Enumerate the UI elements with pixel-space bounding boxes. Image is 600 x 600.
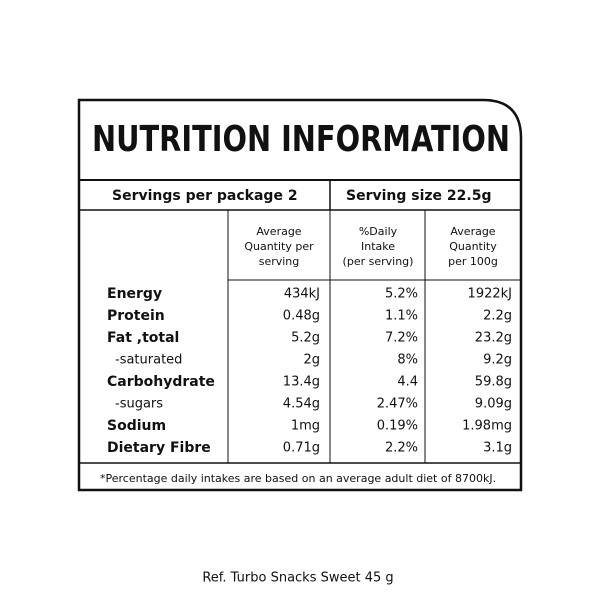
column-header: Quantity [449, 240, 497, 253]
nutrient-label: -saturated [115, 353, 182, 368]
nutrient-value: 434kJ [284, 287, 320, 302]
nutrient-value: 5.2g [291, 331, 320, 346]
column-header: serving [259, 255, 300, 268]
nutrient-value: 9.09g [475, 397, 512, 412]
nutrient-value: 4.4 [397, 375, 418, 390]
nutrient-value: 2g [303, 353, 320, 368]
nutrient-value: 1mg [291, 419, 320, 434]
nutrient-label: Protein [107, 308, 165, 324]
caption: Ref. Turbo Snacks Sweet 45 g [202, 571, 393, 586]
title: NUTRITION INFORMATION [92, 119, 510, 160]
nutrient-value: 3.1g [483, 441, 512, 456]
nutrient-value: 1922kJ [468, 287, 512, 302]
nutrient-label: Carbohydrate [107, 374, 215, 390]
column-header: Quantity per [244, 240, 314, 253]
nutrient-label: -sugars [115, 397, 163, 412]
servings-per-package: Servings per package 2 [112, 188, 298, 204]
nutrient-value: 2.2g [483, 309, 512, 324]
nutrient-value: 2.2% [385, 441, 418, 456]
column-header: Intake [361, 240, 395, 253]
nutrient-value: 9.2g [483, 353, 512, 368]
nutrient-value: 13.4g [283, 375, 320, 390]
column-header: Average [450, 225, 495, 238]
nutrient-value: 8% [397, 353, 418, 368]
nutrient-value: 2.47% [377, 397, 418, 412]
nutrient-value: 5.2% [385, 287, 418, 302]
nutrient-value: 23.2g [475, 331, 512, 346]
nutrient-value: 0.48g [283, 309, 320, 324]
nutrient-label: Sodium [107, 418, 166, 434]
serving-size: Serving size 22.5g [346, 188, 491, 204]
nutrient-value: 7.2% [385, 331, 418, 346]
label-border [77, 98, 523, 492]
nutrient-value: 0.19% [377, 419, 418, 434]
column-header: %Daily [359, 225, 398, 238]
nutrient-value: 1.98mg [462, 419, 512, 434]
column-header: Average [256, 225, 301, 238]
nutrient-label: Fat ,total [107, 330, 179, 346]
column-header: (per serving) [343, 255, 414, 268]
nutrient-value: 59.8g [475, 375, 512, 390]
nutrient-value: 1.1% [385, 309, 418, 324]
footnote: *Percentage daily intakes are based on a… [100, 472, 496, 485]
column-header: per 100g [448, 255, 498, 268]
nutrient-label: Energy [107, 286, 162, 302]
nutrient-value: 4.54g [283, 397, 320, 412]
nutrient-value: 0.71g [283, 441, 320, 456]
nutrient-label: Dietary Fibre [107, 440, 211, 456]
